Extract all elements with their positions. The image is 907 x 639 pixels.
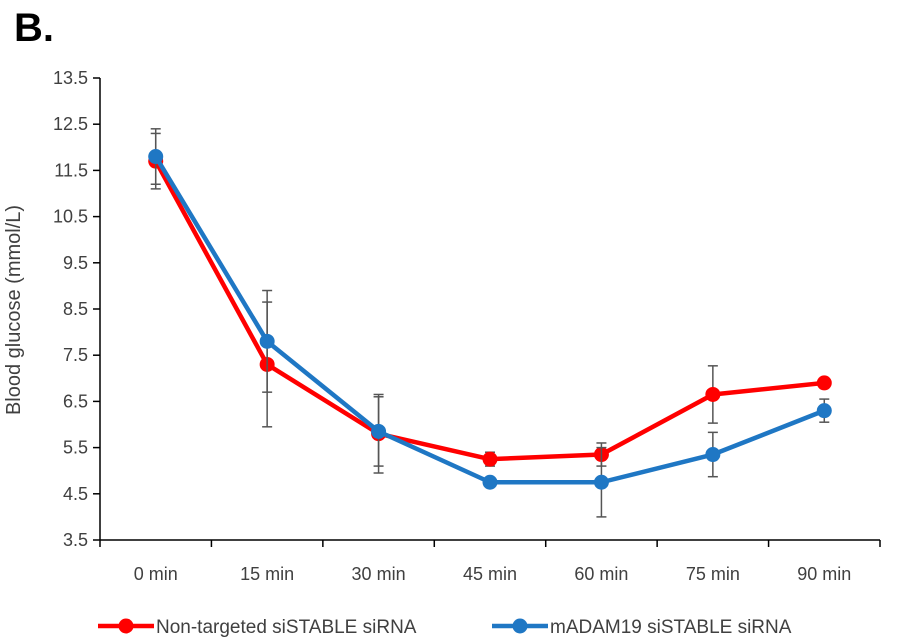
data-point	[482, 451, 498, 467]
legend-item-2: mADAM19 siSTABLE siRNA	[492, 617, 792, 638]
legend: Non-targeted siSTABLE siRNA mADAM19 siSTA…	[98, 617, 792, 638]
data-point	[482, 474, 498, 490]
data-point	[705, 386, 721, 402]
legend-label: mADAM19 siSTABLE siRNA	[550, 617, 792, 638]
x-tick-label: 90 min	[797, 564, 851, 584]
y-tick-label: 9.5	[63, 253, 88, 273]
x-tick-label: 45 min	[463, 564, 517, 584]
y-axis: 3.5 4.5 5.5 6.5 7.5 8.5 9.5 10.5 11.5 12.5 13.5	[53, 68, 101, 550]
y-axis-label: Blood glucose (mmol/L)	[3, 205, 25, 415]
series-line	[153, 155, 826, 485]
y-tick-label: 10.5	[53, 207, 88, 227]
y-tick-label: 5.5	[63, 438, 88, 458]
data-point	[816, 375, 832, 391]
series-2	[148, 128, 832, 518]
x-axis: 0 min 15 min 30 min 45 min 60 min 75 min 90 mi…	[99, 539, 881, 584]
data-point	[816, 403, 832, 419]
x-tick-label: 0 min	[134, 564, 178, 584]
panel-label: B.	[14, 6, 54, 50]
y-tick-label: 8.5	[63, 299, 88, 319]
data-point	[259, 333, 275, 349]
x-tick-label: 15 min	[240, 564, 294, 584]
legend-label: Non-targeted siSTABLE siRNA	[156, 617, 417, 638]
series-line	[153, 160, 825, 462]
y-tick-label: 6.5	[63, 391, 88, 411]
x-tick-label: 60 min	[574, 564, 628, 584]
y-tick-label: 3.5	[63, 530, 88, 550]
x-tick-label: 30 min	[352, 564, 406, 584]
data-point	[593, 474, 609, 490]
x-tick-label: 75 min	[686, 564, 740, 584]
y-tick-label: 13.5	[53, 68, 88, 88]
legend-swatch-marker	[512, 618, 528, 634]
legend-swatch-marker	[118, 618, 134, 634]
data-point	[705, 447, 721, 463]
y-tick-label: 12.5	[53, 114, 88, 134]
series-layer	[148, 128, 832, 518]
series-1	[148, 132, 832, 474]
y-tick-label: 4.5	[63, 484, 88, 504]
y-tick-label: 7.5	[63, 345, 88, 365]
data-point	[371, 423, 387, 439]
data-point	[148, 149, 164, 165]
y-tick-label: 11.5	[54, 160, 88, 180]
legend-item-1: Non-targeted siSTABLE siRNA	[98, 617, 417, 638]
